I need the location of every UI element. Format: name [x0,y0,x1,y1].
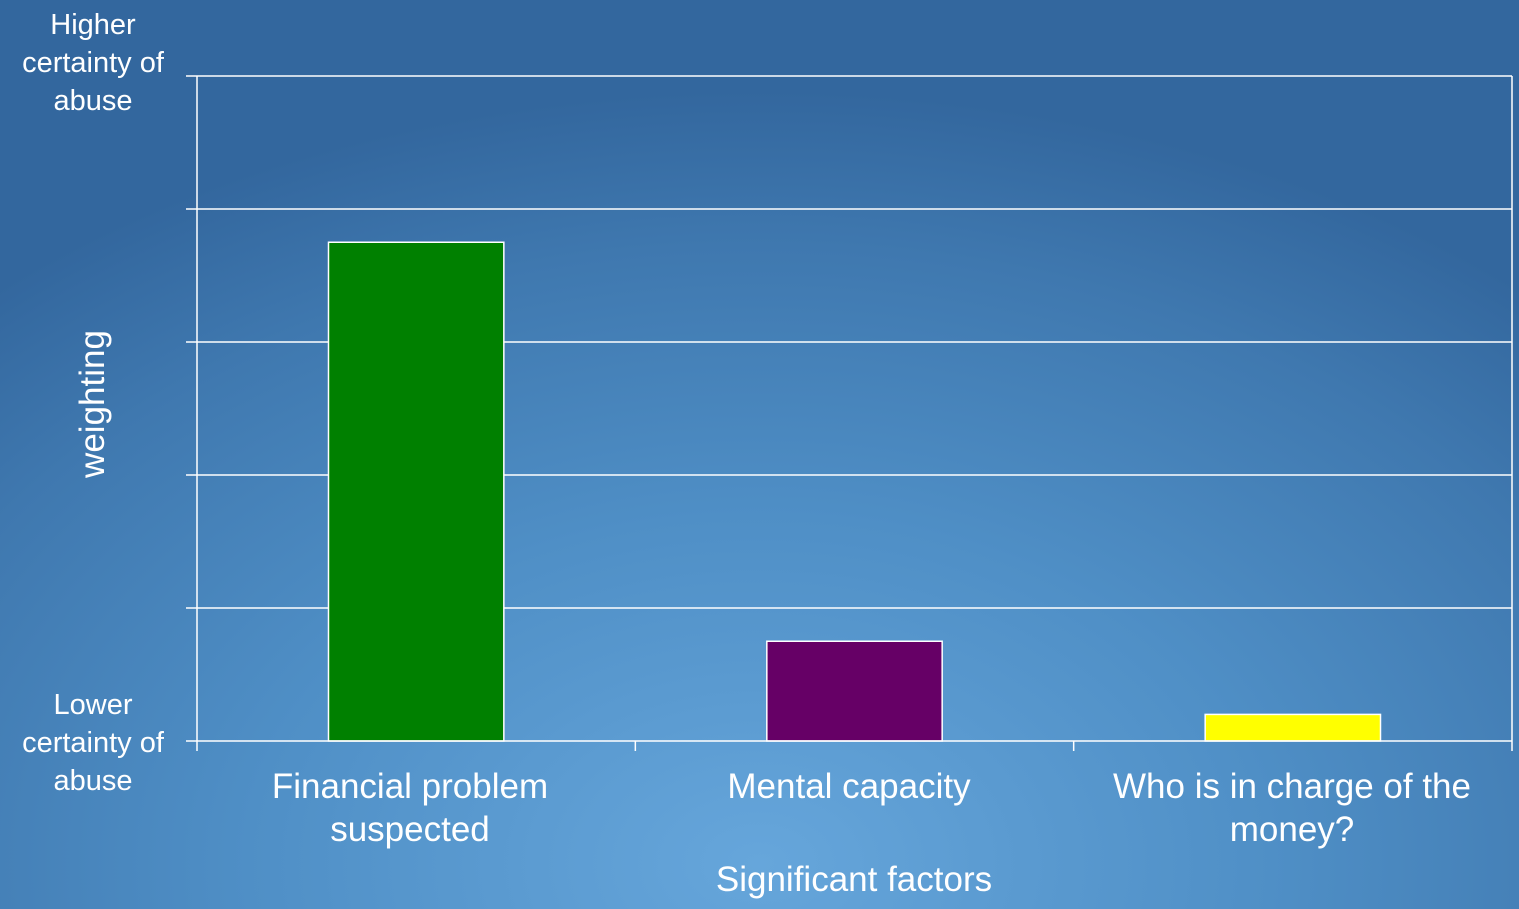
bars [327,241,1382,742]
y-axis-title: weighting [73,330,112,478]
y-axis-bottom-label: Lower certainty of abuse [22,689,164,797]
x-tick-label-1: Mental capacity [727,767,971,806]
x-axis-title: Significant factors [715,860,993,899]
y-axis-top-label: Higher certainty of abuse [22,9,164,117]
bar-0 [327,241,505,742]
bar-1 [766,640,943,742]
axes [186,75,1513,751]
bar-2 [1204,713,1382,742]
x-tick-label-0: Financial problem suspected [271,767,549,849]
x-tick-label-2: Who is in charge of the money? [1113,767,1471,849]
